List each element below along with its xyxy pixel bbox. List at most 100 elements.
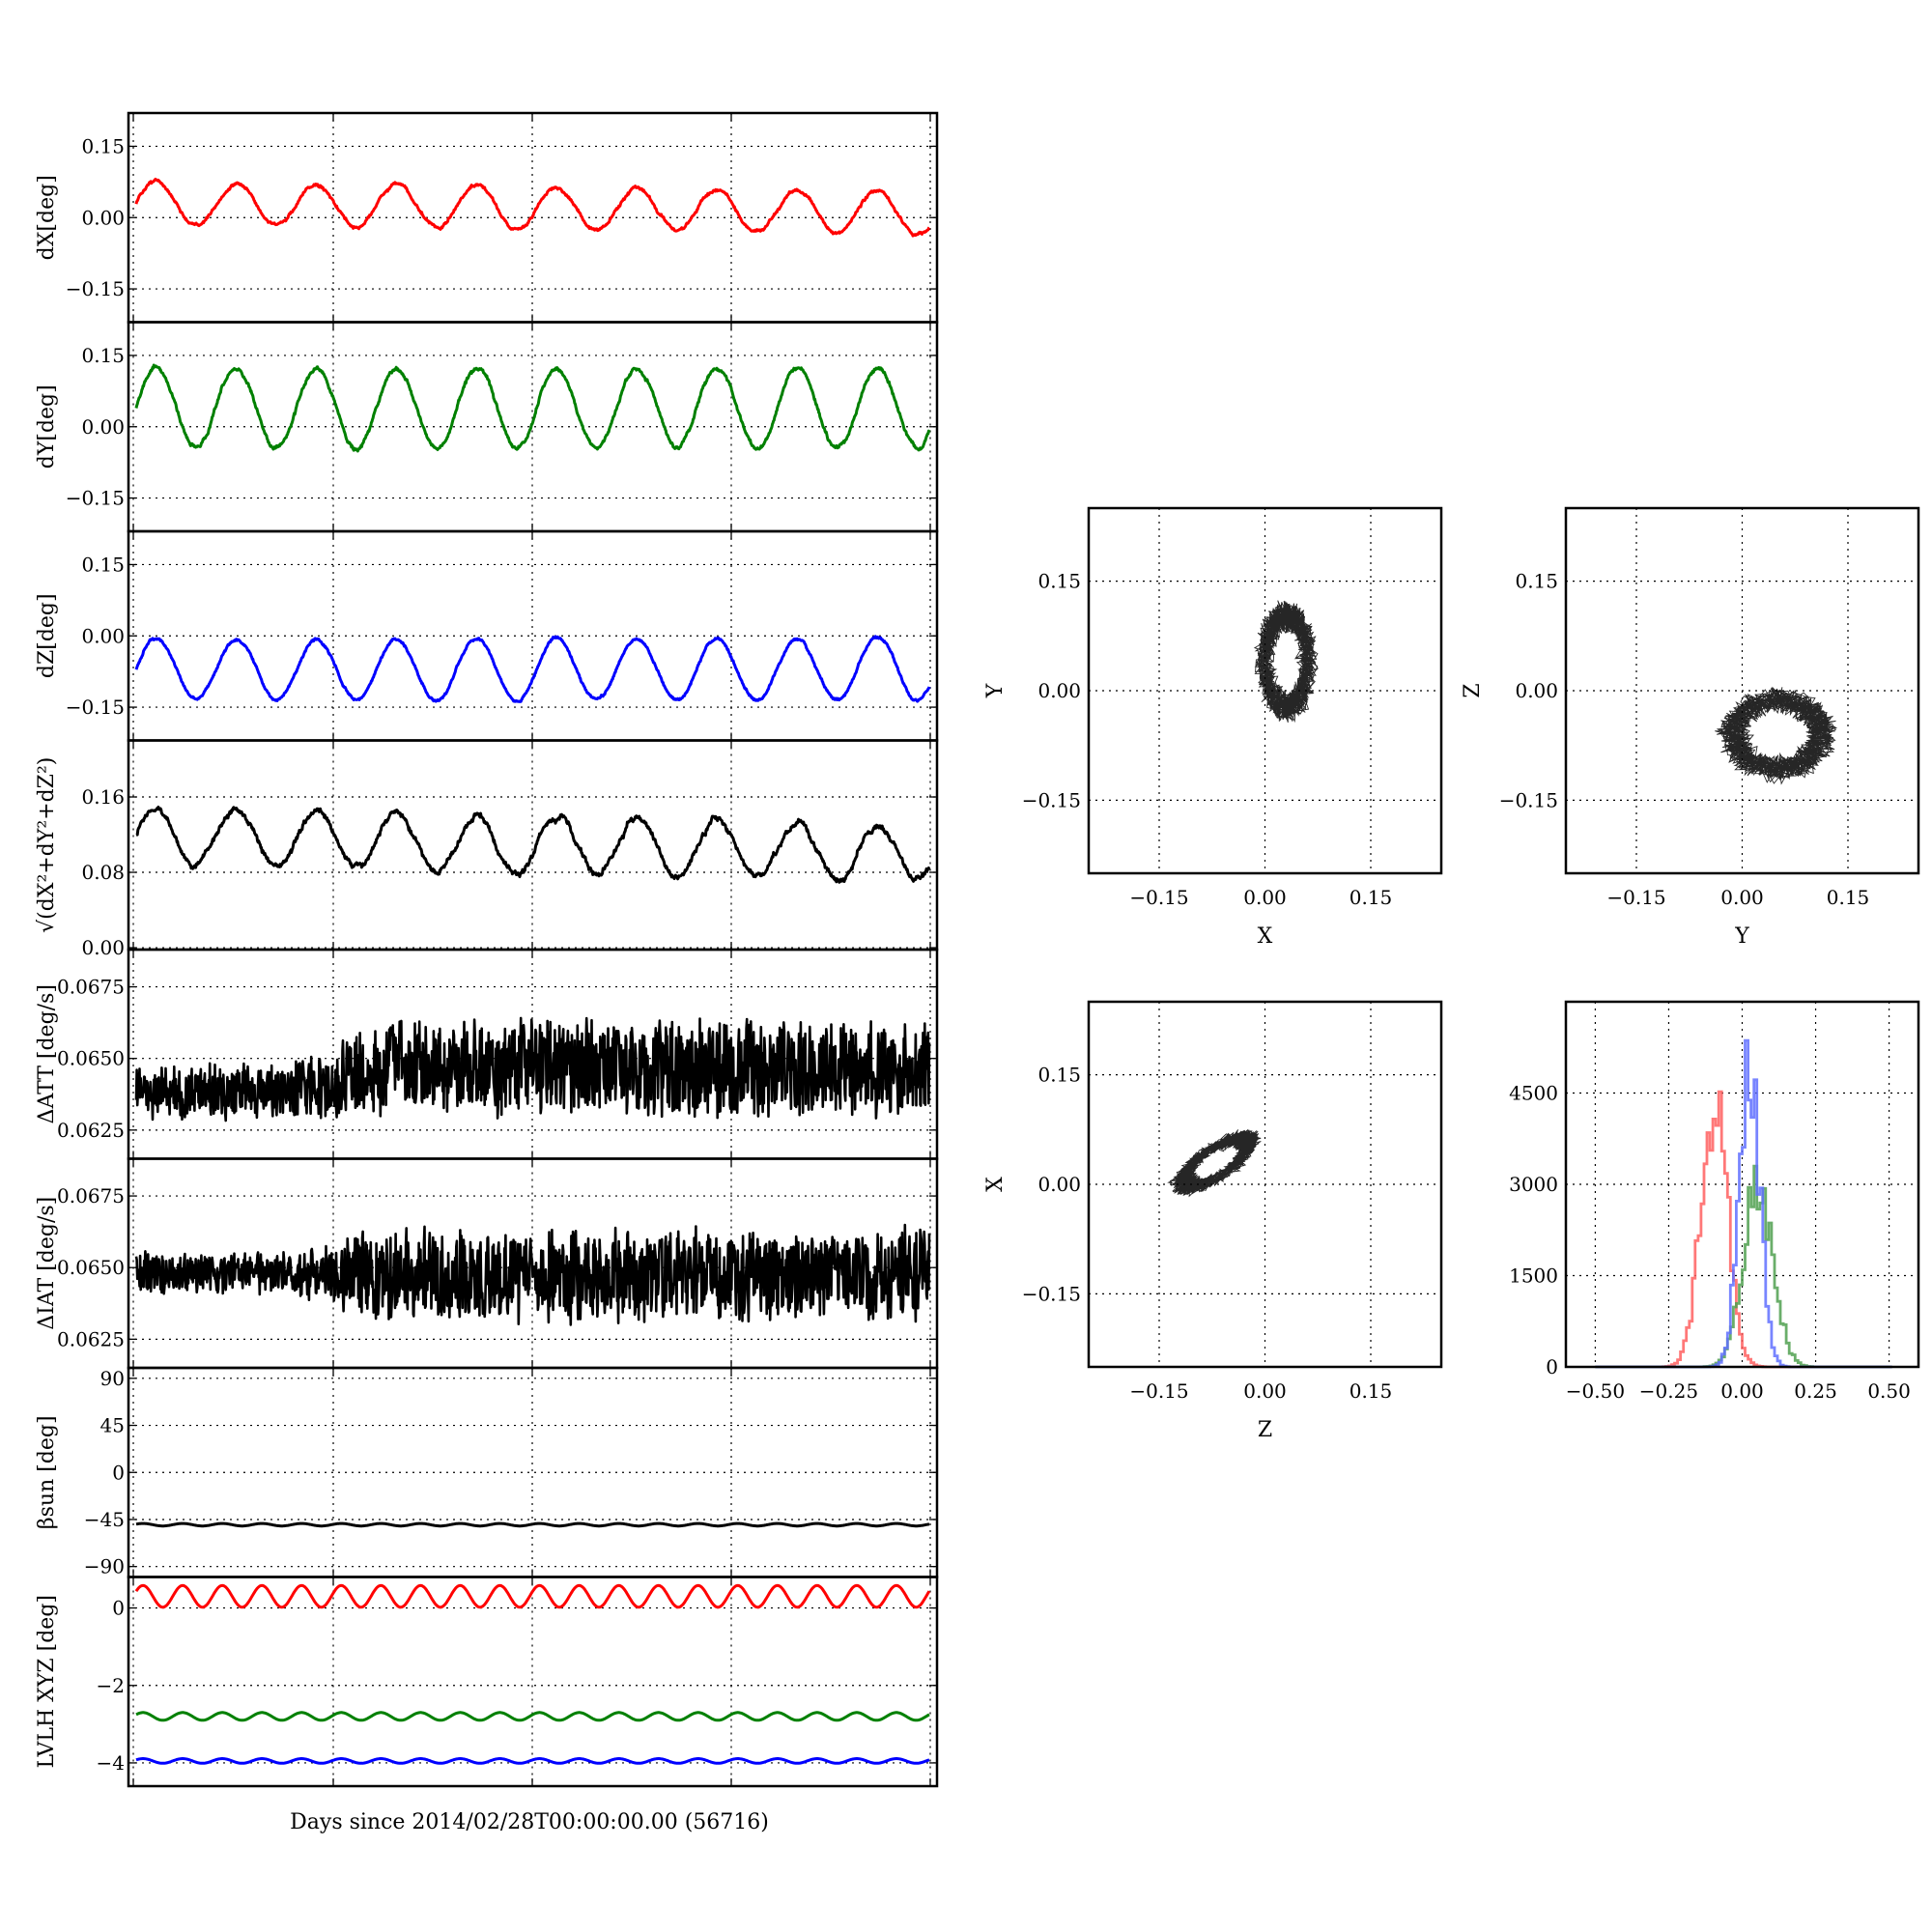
ytick-label-0: −0.15 — [66, 277, 125, 300]
series-line-0 — [134, 1583, 931, 1609]
ylabel: Z — [1461, 683, 1485, 697]
xtick-label-3: 0.25 — [1794, 1379, 1837, 1403]
ytick-label-1: 0.0650 — [57, 1047, 125, 1070]
ytick-label-3: 4500 — [1509, 1082, 1558, 1105]
ylabel: dY[deg] — [35, 384, 59, 469]
frame — [1564, 1000, 1920, 1369]
hist-series-1 — [1595, 1164, 1892, 1369]
ytick-label-2: 0 — [112, 1597, 125, 1620]
ytick-label-0: −0.15 — [66, 696, 125, 719]
trajectory — [1253, 600, 1319, 724]
ytick-label-0: −0.15 — [1022, 788, 1081, 811]
ytick-label-0: 0 — [1546, 1355, 1558, 1378]
ytick-label-0: 0.0625 — [57, 1327, 125, 1350]
ytick-label-2: 0.16 — [81, 785, 125, 809]
frame — [1564, 506, 1920, 875]
xtick-label-2: 0.15 — [1827, 886, 1870, 909]
ylabel: ΔIAT [deg/s] — [35, 1197, 59, 1330]
xtick-label-1: 0.00 — [1243, 1379, 1287, 1403]
ytick-label-2: 0.0675 — [57, 1184, 125, 1208]
ylabel: βsun [deg] — [35, 1415, 59, 1529]
ytick-label-1: 0.00 — [1037, 679, 1081, 702]
series-line-0 — [134, 363, 931, 453]
ytick-label-1: 0.00 — [81, 624, 125, 647]
ytick-label-0: −0.15 — [66, 487, 125, 510]
series-line-0 — [134, 635, 931, 703]
trajectory — [1715, 686, 1838, 785]
ytick-label-0: −90 — [84, 1555, 125, 1578]
panel-beta: −90 −45 0 45 90 βsun [deg] — [35, 1366, 939, 1578]
xtick-label-0: −0.15 — [1129, 886, 1188, 909]
ytick-label-3: 45 — [100, 1414, 125, 1437]
ytick-label-2: 0.15 — [81, 134, 125, 157]
xtick-label-0: −0.50 — [1566, 1379, 1625, 1403]
ytick-label-2: 0.15 — [1515, 570, 1558, 593]
ytick-label-1: 0.00 — [1037, 1173, 1081, 1196]
xtick-label-0: −0.15 — [1129, 1379, 1188, 1403]
panel-lvlh: −4 −2 0 LVLH XYZ [deg] — [35, 1576, 939, 1788]
common-x-axis-label: Days since 2014/02/28T00:00:00.00 (56716… — [290, 1810, 769, 1834]
ylabel: dX[deg] — [35, 175, 59, 260]
ytick-label-4: 90 — [100, 1367, 125, 1390]
series-line-1 — [135, 1711, 930, 1722]
panel-dz: −0.15 0.00 0.15 dZ[deg] — [35, 529, 939, 742]
series-line-0 — [135, 806, 931, 884]
frame — [127, 1576, 939, 1788]
xtick-label-1: −0.25 — [1639, 1379, 1698, 1403]
frame — [127, 1366, 939, 1578]
ytick-label-2: 0.0675 — [57, 976, 125, 999]
ytick-label-0: −4 — [97, 1751, 125, 1775]
frame — [1087, 1000, 1443, 1369]
ytick-label-1: 1500 — [1509, 1264, 1558, 1288]
panel-dr: 0.00 0.08 0.16 √(dX²+dY²+dZ²) — [35, 739, 939, 959]
ytick-label-1: 0.0650 — [57, 1256, 125, 1279]
scatter-panels: −0.15 0.00 0.15 −0.15 0.00 0.15 X Y −0.15 0.00 0.1… — [983, 506, 1920, 1442]
ytick-label-1: 0.00 — [81, 415, 125, 439]
ylabel: dZ[deg] — [35, 593, 59, 678]
ytick-label-1: −2 — [97, 1674, 125, 1697]
ytick-label-0: 0.00 — [81, 936, 125, 959]
ytick-label-0: 0.0625 — [57, 1119, 125, 1142]
ytick-label-1: 0.00 — [1515, 679, 1558, 702]
hist-series-0 — [1595, 1090, 1892, 1369]
ylabel: X — [983, 1177, 1008, 1192]
ylabel: Y — [983, 683, 1008, 698]
panel-dy: −0.15 0.00 0.15 dY[deg] — [35, 321, 939, 533]
scatter-yz: −0.15 0.00 0.15 −0.15 0.00 0.15 Y Z — [1461, 506, 1920, 949]
trajectory — [1167, 1128, 1262, 1198]
series-line-0 — [134, 177, 931, 238]
hist-series-2 — [1595, 1038, 1892, 1369]
ytick-label-2: 0.15 — [1037, 570, 1081, 593]
xtick-label-2: 0.15 — [1350, 886, 1393, 909]
frame — [127, 321, 939, 533]
xtick-label-0: −0.15 — [1606, 886, 1665, 909]
ylabel: √(dX²+dY²+dZ²) — [35, 757, 59, 933]
series-line-0 — [134, 1223, 931, 1326]
xtick-label-2: 0.00 — [1720, 1379, 1764, 1403]
ytick-label-0: −0.15 — [1022, 1282, 1081, 1305]
ytick-label-1: 0.00 — [81, 206, 125, 229]
frame — [127, 529, 939, 742]
series-line-0 — [135, 1521, 930, 1528]
ylabel: LVLH XYZ [deg] — [35, 1595, 59, 1769]
ytick-label-0: −0.15 — [1499, 788, 1558, 811]
xlabel: X — [1258, 924, 1273, 949]
histogram-panel: −0.50 −0.25 0.00 0.25 0.50 0 1500 3000 4500 — [1509, 1000, 1920, 1403]
time-series-stack: −0.15 0.00 0.15 dX[deg] −0.15 0.00 0.15 dY[deg]… — [35, 111, 939, 1788]
series-line-0 — [134, 1016, 931, 1122]
xtick-label-2: 0.15 — [1350, 1379, 1393, 1403]
frame — [127, 739, 939, 952]
xtick-label-1: 0.00 — [1243, 886, 1287, 909]
ytick-label-2: 0.15 — [81, 344, 125, 367]
panel-dx: −0.15 0.00 0.15 dX[deg] — [35, 111, 939, 324]
ytick-label-2: 0 — [112, 1461, 125, 1484]
xtick-label-1: 0.00 — [1720, 886, 1764, 909]
scatter-zx: −0.15 0.00 0.15 −0.15 0.00 0.15 Z X — [983, 1000, 1443, 1442]
scatter-xy: −0.15 0.00 0.15 −0.15 0.00 0.15 X Y — [983, 506, 1443, 949]
ytick-label-2: 0.15 — [1037, 1064, 1081, 1087]
ytick-label-1: 0.08 — [81, 861, 125, 884]
frame — [1087, 506, 1443, 875]
